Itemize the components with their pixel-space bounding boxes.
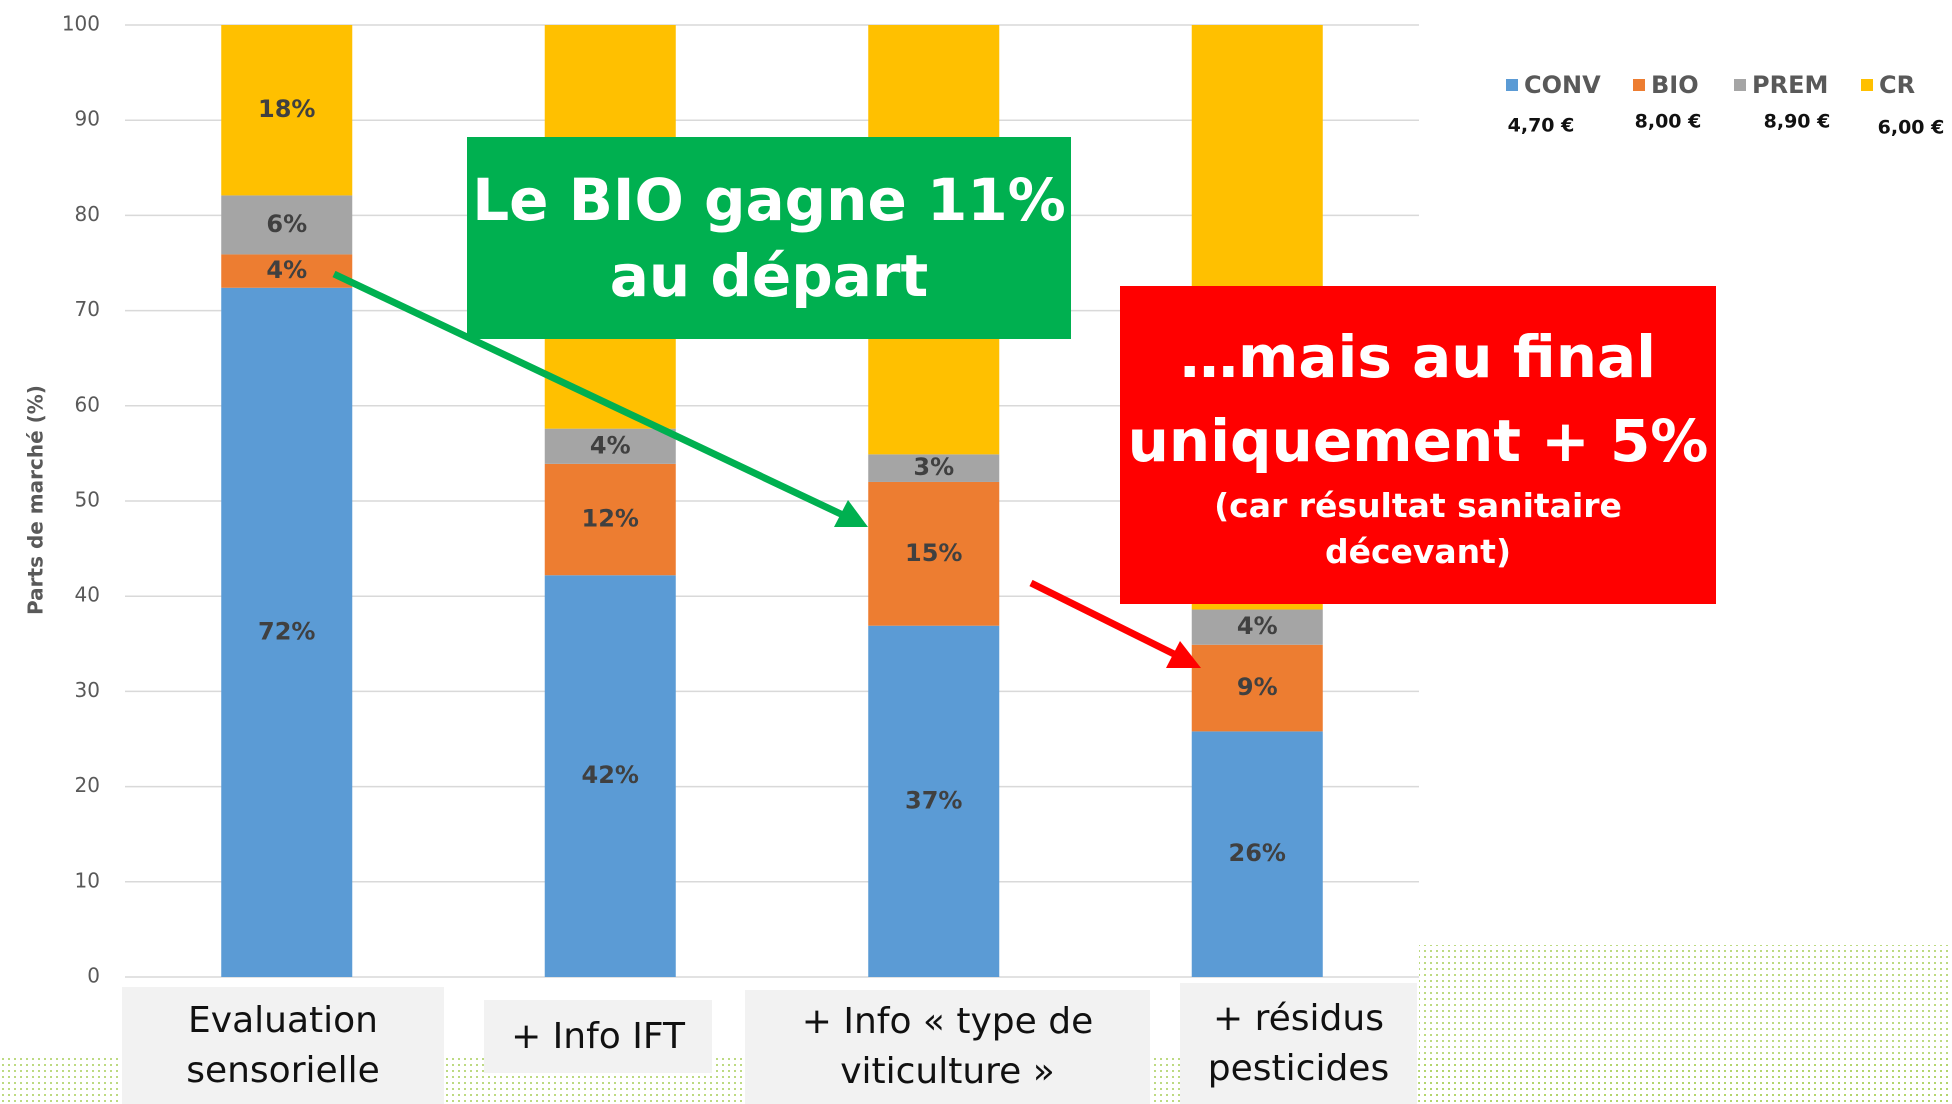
y-tick-label: 0 bbox=[87, 964, 100, 988]
bar-segment bbox=[221, 25, 353, 196]
data-label: 72% bbox=[258, 617, 315, 645]
legend-swatch bbox=[1506, 79, 1518, 91]
y-tick-label: 60 bbox=[75, 392, 100, 416]
annotation-line: …mais au final bbox=[1179, 323, 1657, 391]
bar-segment bbox=[868, 454, 1000, 482]
arrow bbox=[332, 270, 847, 520]
arrow-head bbox=[834, 500, 868, 527]
y-tick-label: 30 bbox=[75, 678, 100, 702]
y-tick-label: 90 bbox=[75, 107, 100, 131]
y-tick-label: 80 bbox=[75, 202, 100, 226]
y-axis-title: Parts de marché (%) bbox=[24, 385, 48, 615]
annotation-line: Le BIO gagne 11% bbox=[472, 166, 1066, 234]
x-tick-label: + Info « type de viticulture » bbox=[745, 990, 1150, 1104]
legend-label: CR bbox=[1879, 71, 1915, 99]
data-label: 12% bbox=[582, 505, 639, 533]
y-tick-label: 50 bbox=[75, 488, 100, 512]
data-label: 4% bbox=[266, 256, 307, 284]
data-label: 15% bbox=[905, 539, 962, 567]
y-tick-label: 20 bbox=[75, 773, 100, 797]
bar-segment bbox=[1191, 609, 1323, 645]
bar-segment bbox=[221, 195, 353, 255]
bar-segment bbox=[221, 287, 353, 977]
bar-segment bbox=[544, 463, 676, 576]
decor-dots bbox=[1419, 945, 1952, 1104]
bar-segment bbox=[221, 254, 353, 288]
legend-swatch bbox=[1861, 79, 1873, 91]
annotation-line: au départ bbox=[609, 242, 929, 310]
legend-price: 4,70 € bbox=[1508, 115, 1575, 137]
data-label: 6% bbox=[266, 210, 307, 238]
plot: 0 10 20 30 40 50 60 70 80 90 100 72% 4% 6% 18% 42% 12% 4%… bbox=[62, 12, 1945, 988]
bar-segment bbox=[1191, 731, 1323, 977]
legend-label: BIO bbox=[1651, 71, 1699, 99]
annotation-box: …mais au final uniquement + 5% (car résu… bbox=[1120, 286, 1716, 604]
x-tick-label: + Info IFT bbox=[484, 1000, 712, 1073]
y-tick-label: 70 bbox=[75, 297, 100, 321]
legend-price: 8,90 € bbox=[1764, 111, 1831, 133]
bar-segment bbox=[544, 428, 676, 464]
legend-price: 6,00 € bbox=[1878, 117, 1945, 139]
data-label: 37% bbox=[905, 786, 962, 814]
data-label: 42% bbox=[582, 761, 639, 789]
legend-price: 8,00 € bbox=[1635, 111, 1702, 133]
data-label: 9% bbox=[1237, 673, 1278, 701]
legend-label: CONV bbox=[1524, 71, 1601, 99]
y-tick-label: 100 bbox=[62, 12, 100, 36]
data-label: 26% bbox=[1229, 839, 1286, 867]
arrow-head bbox=[1166, 641, 1201, 668]
data-label: 4% bbox=[590, 431, 631, 459]
annotation-line: uniquement + 5% bbox=[1127, 407, 1709, 475]
legend-swatch bbox=[1734, 79, 1746, 91]
y-tick-label: 10 bbox=[75, 868, 100, 892]
legend-swatch bbox=[1633, 79, 1645, 91]
annotation-box: Le BIO gagne 11% au départ bbox=[467, 137, 1071, 339]
data-label: 3% bbox=[913, 453, 954, 481]
bar-segment bbox=[868, 625, 1000, 977]
annotation-note: décevant) bbox=[1324, 532, 1512, 571]
bar-segment bbox=[868, 481, 1000, 626]
y-tick-label: 40 bbox=[75, 583, 100, 607]
x-tick-label: Evaluation sensorielle bbox=[122, 987, 444, 1104]
x-tick-label: + résidus pesticides bbox=[1180, 983, 1417, 1104]
annotation-note: (car résultat sanitaire bbox=[1214, 486, 1622, 525]
data-label: 18% bbox=[258, 95, 315, 123]
data-label: 4% bbox=[1237, 612, 1278, 640]
legend-label: PREM bbox=[1752, 71, 1828, 99]
bar-segment bbox=[1191, 644, 1323, 732]
overlay bbox=[332, 270, 1201, 668]
bar-segment bbox=[544, 575, 676, 977]
arrow bbox=[1029, 579, 1180, 660]
